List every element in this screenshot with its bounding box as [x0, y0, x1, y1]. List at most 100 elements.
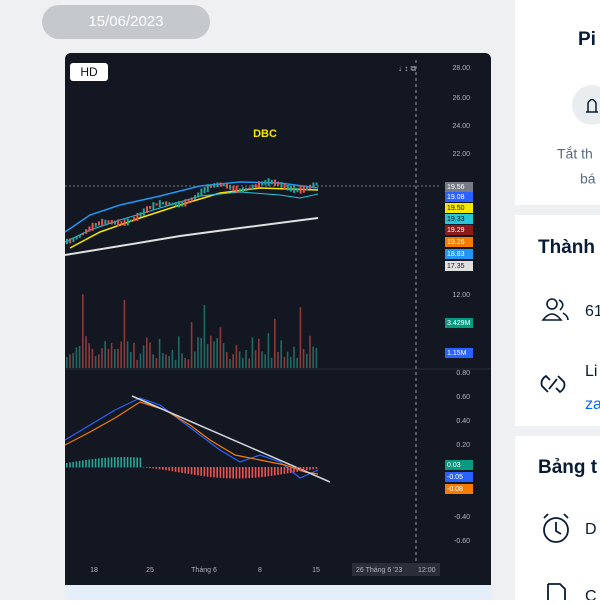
link-value[interactable]: za: [585, 396, 600, 413]
candle: [309, 184, 312, 189]
candle: [312, 182, 315, 189]
histogram-bar: [107, 457, 110, 468]
candle: [267, 178, 270, 186]
candle: [174, 202, 177, 207]
volume-bar: [258, 338, 260, 368]
volume-bar: [133, 342, 135, 368]
candle: [171, 202, 174, 206]
candle: [238, 188, 241, 192]
histogram-bar: [312, 467, 314, 470]
candle: [142, 208, 145, 216]
candle: [315, 182, 318, 186]
volume-bar: [181, 353, 183, 368]
volume-bar: [222, 343, 225, 368]
candle: [222, 183, 225, 187]
candle: [229, 184, 232, 190]
histogram-bar: [267, 467, 270, 477]
mute-label-2: bá: [580, 171, 596, 187]
volume-bar: [293, 346, 295, 368]
volume-bar: [286, 351, 289, 368]
gutter: [495, 0, 515, 600]
volume-bar: [283, 356, 286, 368]
histogram-bar: [178, 467, 180, 473]
histogram-bar: [206, 467, 209, 477]
volume-bar: [66, 357, 68, 368]
price-axis-label: 28.00: [452, 65, 470, 72]
bell-button[interactable]: [572, 85, 600, 125]
volume-bar: [139, 353, 142, 368]
candle: [130, 219, 132, 222]
volume-bar: [152, 354, 154, 368]
notes-label[interactable]: C: [585, 588, 597, 605]
histogram-bar: [277, 467, 279, 475]
candle: [85, 229, 88, 234]
candle: [280, 182, 283, 188]
histogram-bar: [203, 467, 206, 477]
histogram-bar: [245, 467, 247, 479]
candle: [190, 197, 193, 202]
volume-bar: [78, 345, 81, 368]
histogram-bar: [88, 459, 90, 468]
image-caption-strip: [65, 585, 491, 600]
candle: [219, 182, 222, 187]
reminder-label[interactable]: D: [585, 521, 597, 538]
candle: [200, 188, 203, 197]
symbol: DBC: [253, 128, 277, 140]
note-icon: [547, 583, 566, 600]
price-tag-bg: [445, 203, 473, 213]
volume-bar: [85, 336, 87, 368]
band-lower: [64, 191, 319, 243]
candle: [94, 222, 97, 227]
candles: [66, 178, 318, 245]
volume-bar: [107, 348, 110, 368]
candle: [274, 179, 276, 186]
candle: [117, 219, 120, 227]
candle: [155, 203, 158, 206]
histogram-bar: [104, 457, 106, 468]
histogram-bar: [171, 467, 174, 472]
link-icon: [540, 374, 566, 394]
candle: [168, 202, 171, 206]
histogram-bar: [264, 467, 266, 477]
volume-bar: [126, 341, 129, 368]
histogram-bar: [184, 467, 186, 474]
candle: [302, 185, 305, 193]
candle: [197, 192, 200, 198]
volume-bar: [130, 351, 132, 368]
histogram-bar: [296, 467, 298, 472]
volume-bar: [274, 318, 276, 368]
histogram-bar: [254, 467, 257, 478]
price-tag-bg: [445, 261, 473, 271]
histogram-bar: [165, 467, 167, 471]
histogram-bar: [174, 467, 177, 472]
volume-bar: [136, 359, 138, 368]
price-axis-label: 0.80: [456, 370, 470, 377]
histogram-bar: [229, 467, 231, 479]
volume-bar: [162, 353, 164, 368]
volume-bar: [290, 356, 292, 368]
price-tag: 0.03: [447, 462, 461, 469]
candle: [104, 219, 107, 225]
candle: [114, 220, 116, 225]
candle: [98, 221, 100, 226]
candle: [299, 186, 302, 194]
histogram-bar: [238, 467, 241, 479]
histogram-bar: [283, 467, 286, 474]
candle: [78, 234, 81, 238]
candle: [296, 187, 299, 193]
volume-bar: [216, 337, 218, 368]
histogram-bar: [187, 467, 190, 474]
volume-bar: [251, 337, 254, 368]
histogram-bar: [72, 461, 74, 468]
members-count[interactable]: 61: [585, 303, 600, 320]
macd-line: [64, 397, 319, 479]
chart-image[interactable]: HD DBC ↓ ↕ ⧉ 26 Tháng 6 '23 12:00 28.00 2…: [64, 53, 491, 600]
volume-bar: [184, 357, 186, 368]
volume-bar: [299, 307, 302, 368]
histogram-bar: [286, 467, 289, 474]
candle: [139, 212, 142, 217]
volume-bar: [229, 359, 231, 368]
crosshair-label-bg: [352, 563, 440, 576]
volume-bar: [248, 358, 250, 368]
